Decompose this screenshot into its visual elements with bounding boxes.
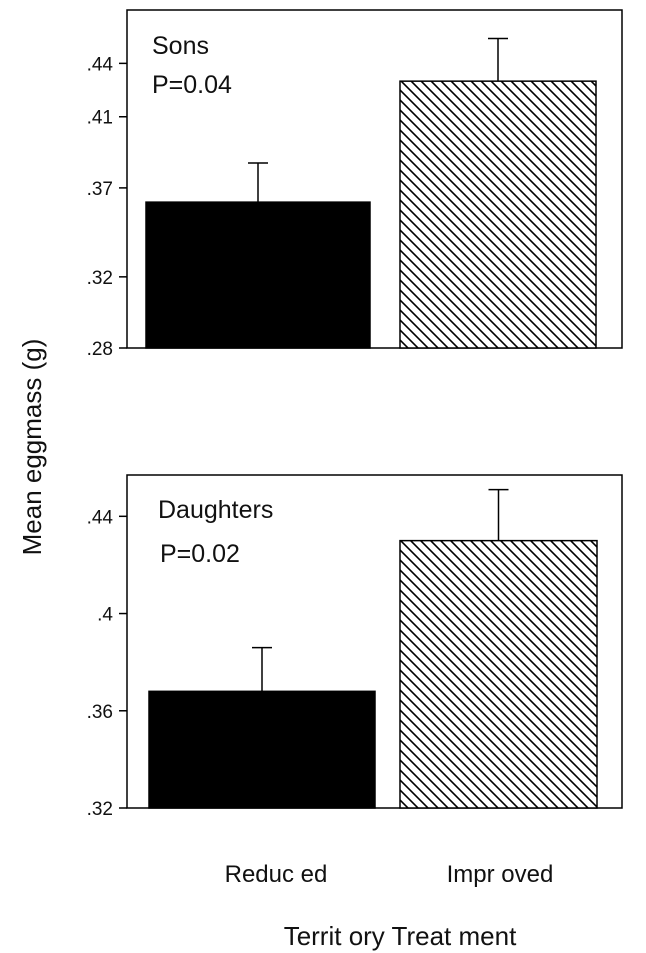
y-tick-label: .37: [87, 179, 113, 200]
bar-reduced: [145, 201, 371, 349]
y-tick-label: .41: [87, 108, 113, 129]
bar-improved: [399, 539, 598, 809]
y-tick-label: .28: [87, 339, 113, 360]
panel-label: Daughters: [158, 496, 273, 524]
y-axis-title: Mean eggmass (g): [17, 339, 47, 556]
bar-improved: [399, 80, 597, 349]
y-tick-label: .44: [87, 54, 114, 75]
x-category-improved: Impr oved: [447, 861, 554, 888]
p-value-label: P=0.04: [152, 71, 232, 99]
p-value-label: P=0.02: [160, 540, 240, 568]
plot-frame: [126, 9, 623, 349]
y-tick-label: .32: [87, 268, 113, 289]
y-tick-label: .4: [97, 605, 113, 626]
panel-label: Sons: [152, 32, 209, 60]
chart-panel-sons: .28 .32 .37 .41 .44 Sons P=0.04: [87, 9, 623, 360]
x-axis-title: Territ ory Treat ment: [284, 921, 517, 951]
chart-panel-daughters: .32 .36 .4 .44 Daughters P=0.02: [87, 474, 623, 820]
y-tick-label: .36: [87, 702, 113, 723]
y-tick-label: .44: [87, 507, 114, 528]
y-tick-label: .32: [87, 799, 113, 820]
x-category-reduced: Reduc ed: [225, 861, 328, 888]
bar-reduced: [148, 690, 376, 809]
